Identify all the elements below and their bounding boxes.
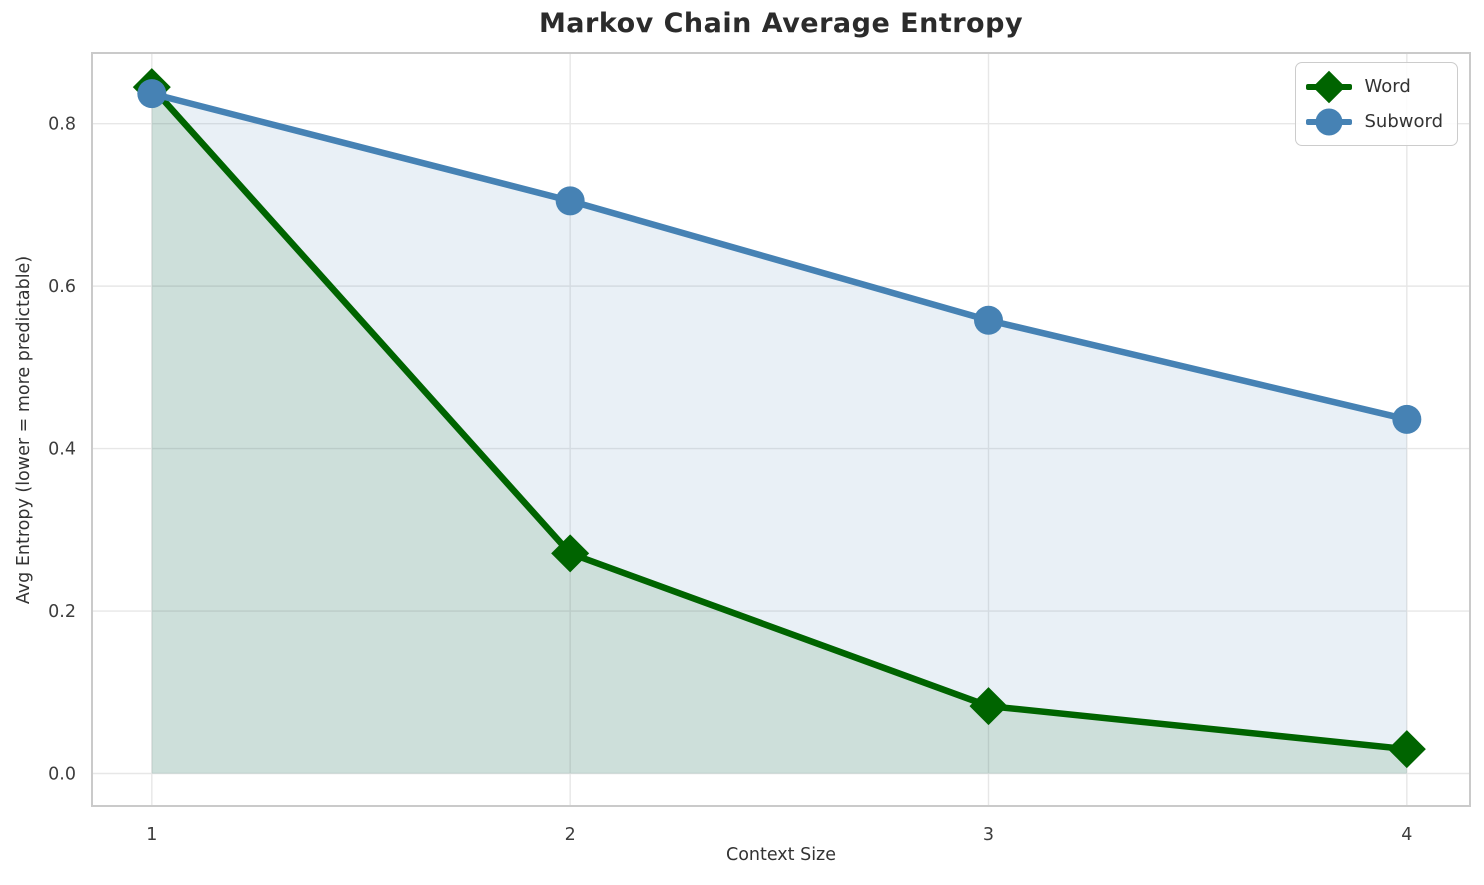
subword-legend-key xyxy=(1306,106,1353,137)
y-tick-label: 0.0 xyxy=(48,765,76,785)
legend-item-word: Word xyxy=(1306,70,1443,103)
word-legend-key xyxy=(1306,70,1353,103)
word-marker xyxy=(1387,730,1426,769)
word-marker xyxy=(551,534,590,573)
subword-marker xyxy=(973,305,1003,335)
y-tick-label: 0.8 xyxy=(48,115,76,135)
chart-title: Markov Chain Average Entropy xyxy=(538,8,1024,39)
subword-circle-icon xyxy=(1315,108,1343,135)
word-diamond-icon xyxy=(1313,70,1346,103)
legend-label-subword: Subword xyxy=(1364,111,1443,132)
legend-label-word: Word xyxy=(1364,76,1411,97)
legend: Word Subword xyxy=(1295,62,1458,146)
y-tick-label: 0.6 xyxy=(48,277,76,297)
subword-area-fill xyxy=(151,93,1407,774)
x-tick-label: 3 xyxy=(983,825,994,845)
legend-item-subword: Subword xyxy=(1306,106,1443,137)
plot-border xyxy=(91,52,1471,807)
subword-marker xyxy=(1392,404,1422,434)
x-tick-label: 2 xyxy=(565,825,576,845)
x-axis-label: Context Size xyxy=(725,845,837,865)
y-axis-label: Avg Entropy (lower = more predictable) xyxy=(14,255,34,605)
subword-marker xyxy=(555,186,585,216)
y-tick-label: 0.4 xyxy=(48,440,76,460)
x-tick-label: 1 xyxy=(146,825,157,845)
word-marker xyxy=(969,687,1008,726)
word-area-fill xyxy=(151,87,1407,774)
subword-line xyxy=(148,90,1411,423)
y-tick-label: 0.2 xyxy=(48,602,76,622)
subword-marker xyxy=(137,79,167,109)
word-line xyxy=(148,83,1411,753)
x-tick-label: 4 xyxy=(1401,825,1412,845)
